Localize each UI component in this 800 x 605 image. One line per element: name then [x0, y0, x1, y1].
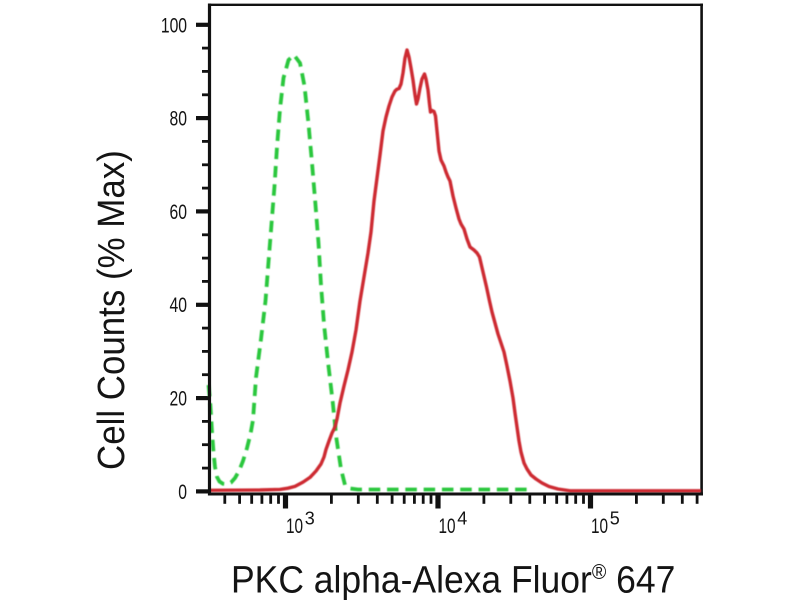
svg-text:10: 10 [439, 514, 456, 538]
svg-text:60: 60 [170, 199, 187, 223]
svg-text:PKC alpha-Alexa Fluor® 647: PKC alpha-Alexa Fluor® 647 [231, 558, 675, 600]
svg-text:Cell Counts (% Max): Cell Counts (% Max) [90, 150, 133, 470]
svg-text:100: 100 [161, 13, 187, 37]
svg-text:80: 80 [170, 106, 187, 130]
svg-text:0: 0 [178, 479, 187, 503]
svg-text:5: 5 [610, 508, 620, 528]
svg-text:20: 20 [170, 386, 187, 410]
svg-text:3: 3 [305, 508, 315, 528]
svg-text:4: 4 [457, 508, 467, 528]
svg-text:10: 10 [286, 514, 303, 538]
svg-text:40: 40 [170, 293, 187, 317]
svg-text:10: 10 [591, 514, 608, 538]
